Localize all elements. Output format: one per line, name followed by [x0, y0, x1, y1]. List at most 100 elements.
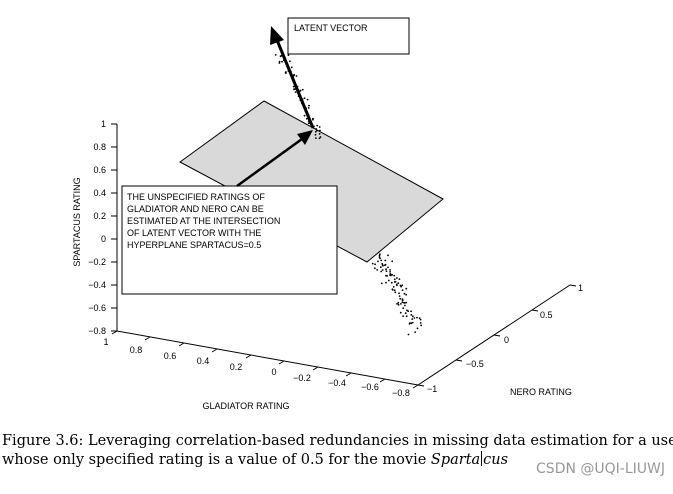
scatter-point — [416, 316, 418, 319]
scatter-point — [382, 264, 384, 267]
scatter-point — [414, 331, 417, 333]
scatter-point — [402, 307, 405, 310]
scatter-point — [319, 136, 322, 138]
scatter-point — [407, 333, 410, 336]
scatter-point — [418, 317, 421, 319]
scatter-point — [385, 281, 387, 284]
scatter-point — [290, 66, 293, 69]
gladiator-axis-line — [116, 330, 419, 386]
scatter-point — [389, 273, 392, 275]
scatter-point — [371, 262, 374, 265]
scatter-point — [318, 137, 321, 140]
text-cursor — [481, 451, 483, 466]
scatter-point — [387, 254, 389, 257]
intersection-pointer-arrow — [236, 130, 313, 188]
scatter-point — [405, 315, 408, 318]
tick-label: 0.8 — [130, 345, 143, 355]
scatter-point — [274, 54, 277, 56]
scatter-point — [405, 301, 408, 304]
scatter-point — [385, 268, 387, 271]
scatter-point — [380, 282, 383, 285]
tick-label: −0.4 — [88, 280, 106, 290]
scatter-point — [393, 278, 396, 281]
gladiator-axis-title: GLADIATOR RATING — [202, 401, 289, 411]
scatter-point — [397, 301, 400, 304]
scatter-point — [293, 73, 296, 76]
caption-line-2: whose only specified rating is a value o… — [2, 451, 670, 470]
watermark: CSDN @UQI-LIUWJ — [536, 461, 665, 477]
scatter-point — [306, 98, 309, 101]
scatter-point — [397, 282, 400, 285]
scatter-point — [393, 274, 396, 277]
scatter-point — [285, 72, 287, 74]
tick-label: −0.6 — [361, 382, 379, 392]
gladiator-ticks — [111, 330, 419, 389]
scatter-point — [399, 297, 402, 300]
scatter-point — [281, 60, 283, 63]
gladiator-tick-labels: 1 0.8 0.6 0.4 0.2 0 −0.2 −0.4 −0.6 −0.8 — [103, 337, 409, 398]
scatter-point — [404, 312, 407, 314]
tick-label: −0.4 — [328, 378, 346, 388]
tick-label: −0.8 — [88, 326, 106, 336]
scatter-point — [419, 322, 422, 324]
note-line: THE UNSPECIFIED RATINGS OF — [127, 192, 265, 202]
tick-label: 0.6 — [93, 165, 106, 175]
scatter-point — [380, 259, 383, 262]
nero-ticks — [417, 284, 577, 387]
scatter-point — [413, 317, 416, 319]
tick-label: 0.4 — [197, 356, 210, 366]
scatter-point — [398, 295, 401, 297]
spartacus-tick-labels: 1 0.8 0.6 0.4 0.2 0 −0.2 −0.4 −0.6 −0.8 — [88, 119, 106, 336]
scatter-point — [378, 254, 381, 257]
scatter-point — [287, 54, 290, 56]
scatter-point — [307, 122, 310, 125]
scatter-point — [401, 299, 404, 302]
scatter-point — [394, 280, 397, 283]
tick-label: 1 — [101, 119, 106, 129]
tick-label: 0.2 — [230, 362, 243, 372]
note-line: OF LATENT VECTOR WITH THE — [127, 228, 261, 238]
spartacus-ticks — [111, 123, 117, 332]
scatter-point — [403, 301, 405, 304]
scatter-point — [389, 274, 392, 277]
scatter-point — [387, 279, 390, 282]
latent-vector-arrow — [270, 26, 315, 129]
scatter-point — [389, 271, 391, 273]
scatter-point — [295, 75, 298, 77]
note-box — [121, 185, 338, 295]
figure-caption: Figure 3.6: Leveraging correlation-based… — [2, 432, 673, 470]
tick-label: −0.6 — [88, 303, 106, 313]
nero-axis-title: NERO RATING — [510, 387, 572, 397]
scatter-point — [318, 126, 321, 128]
spartacus-axis-title: SPARTACUS RATING — [72, 177, 82, 266]
scatter-point — [419, 318, 422, 321]
scatter-point — [294, 91, 297, 93]
tick-label: 0 — [271, 367, 276, 377]
tick-label: 0.2 — [93, 211, 106, 221]
scatter-point — [318, 133, 321, 135]
scatter-point — [390, 281, 393, 284]
note-line: GLADIATOR AND NERO CAN BE — [127, 204, 264, 214]
scatter-point — [380, 270, 383, 273]
scatter-point — [315, 127, 317, 130]
scatter-point — [396, 303, 398, 305]
tick-label: 0.8 — [93, 142, 106, 152]
scatter-point — [420, 324, 422, 327]
scatter-point — [292, 85, 295, 88]
scatter-point — [405, 293, 407, 296]
scatter-point — [404, 304, 406, 307]
scatter-point — [312, 117, 314, 120]
caption-line-1: Figure 3.6: Leveraging correlation-based… — [2, 433, 673, 449]
scatter-point — [303, 114, 306, 117]
nero-tick-labels: −1 −0.5 0 0.5 1 — [427, 283, 583, 394]
scatter-point — [393, 289, 396, 292]
scatter-point — [416, 327, 419, 330]
scatter-point — [308, 104, 310, 107]
scatter-point — [399, 311, 402, 314]
scatter-point — [397, 303, 400, 306]
scatter-point — [401, 284, 404, 287]
scatter-point — [401, 289, 404, 291]
scatter-point — [392, 286, 395, 288]
tick-label: −0.2 — [293, 373, 311, 383]
